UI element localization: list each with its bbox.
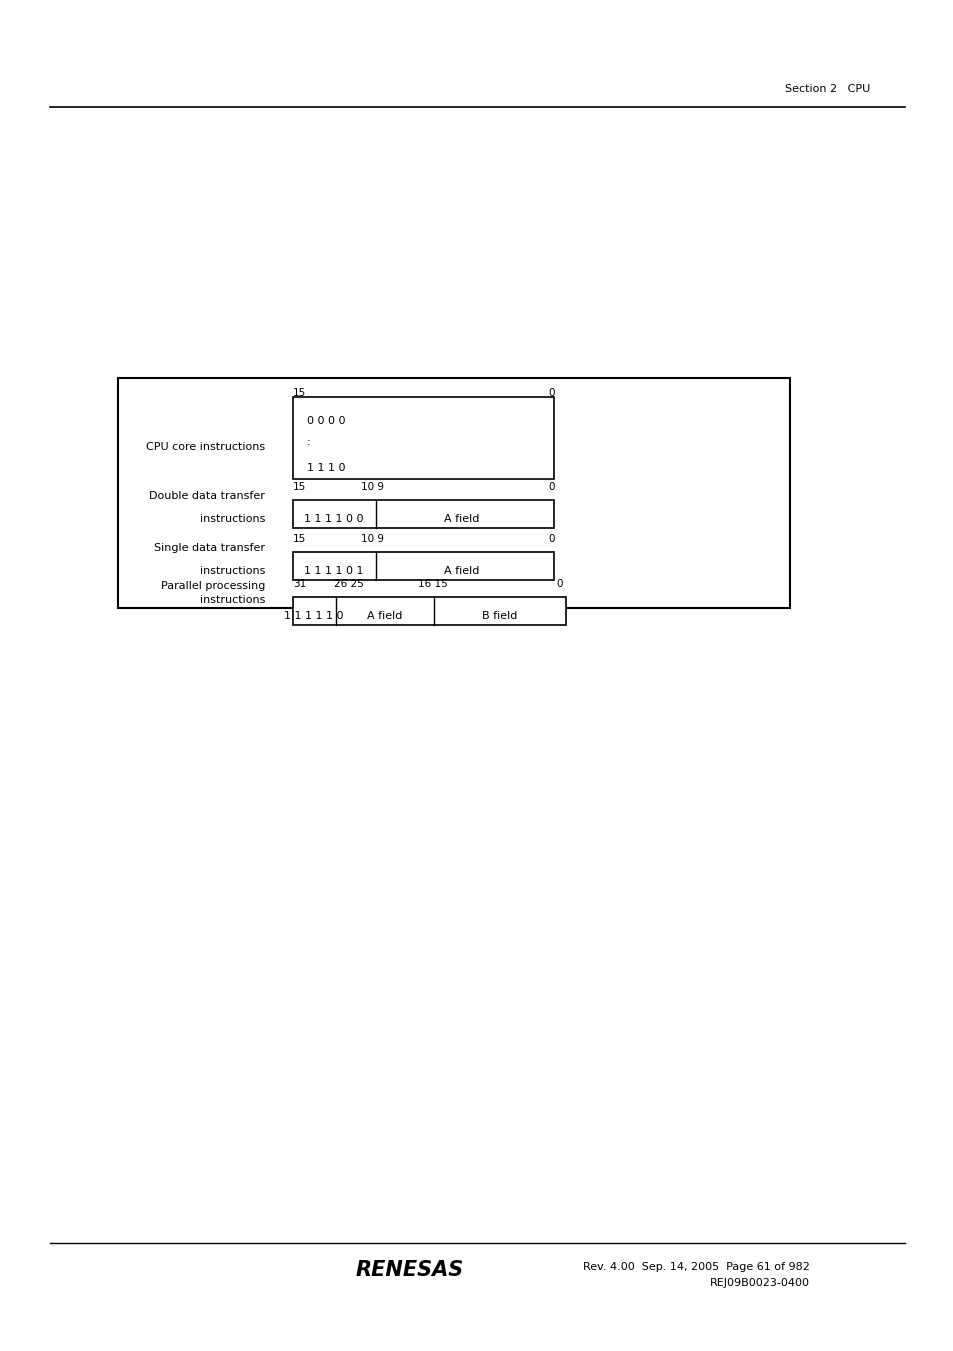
Text: 0: 0: [547, 388, 554, 399]
Text: 1 1 1 1 0 0: 1 1 1 1 0 0: [304, 513, 363, 524]
Bar: [293, 397, 554, 480]
Text: 0: 0: [547, 482, 554, 492]
Text: 1 1 1 1 0 1: 1 1 1 1 0 1: [304, 566, 363, 576]
Text: 15: 15: [293, 388, 306, 399]
Text: 1 1 1 0: 1 1 1 0: [307, 463, 345, 473]
Bar: [118, 378, 789, 608]
Text: A field: A field: [367, 611, 402, 621]
Text: Section 2   CPU: Section 2 CPU: [784, 84, 869, 95]
Text: Single data transfer: Single data transfer: [153, 543, 265, 553]
Bar: [293, 553, 554, 580]
Text: CPU core instructions: CPU core instructions: [146, 442, 265, 453]
Text: Rev. 4.00  Sep. 14, 2005  Page 61 of 982: Rev. 4.00 Sep. 14, 2005 Page 61 of 982: [582, 1262, 809, 1273]
Text: REJ09B0023-0400: REJ09B0023-0400: [709, 1278, 809, 1288]
Text: instructions: instructions: [199, 566, 265, 576]
Text: 0: 0: [556, 580, 562, 589]
Text: A field: A field: [444, 513, 479, 524]
Text: instructions: instructions: [199, 513, 265, 524]
Text: 16 15: 16 15: [417, 580, 447, 589]
Text: 15: 15: [293, 482, 306, 492]
Text: Double data transfer: Double data transfer: [149, 490, 265, 501]
Text: 1 1 1 1 1 0: 1 1 1 1 1 0: [284, 611, 343, 621]
Text: RENESAS: RENESAS: [355, 1260, 464, 1279]
Bar: [293, 597, 565, 626]
Bar: [293, 500, 554, 528]
Text: 15: 15: [293, 534, 306, 544]
Text: 10 9: 10 9: [360, 482, 384, 492]
Text: Parallel processing: Parallel processing: [160, 581, 265, 590]
Text: instructions: instructions: [199, 594, 265, 605]
Text: B field: B field: [482, 611, 517, 621]
Text: 0: 0: [547, 534, 554, 544]
Text: 0 0 0 0: 0 0 0 0: [307, 416, 345, 426]
Text: 31: 31: [293, 580, 306, 589]
Text: 26 25: 26 25: [334, 580, 363, 589]
Text: A field: A field: [444, 566, 479, 576]
Text: :: :: [307, 436, 311, 447]
Text: 10 9: 10 9: [360, 534, 384, 544]
